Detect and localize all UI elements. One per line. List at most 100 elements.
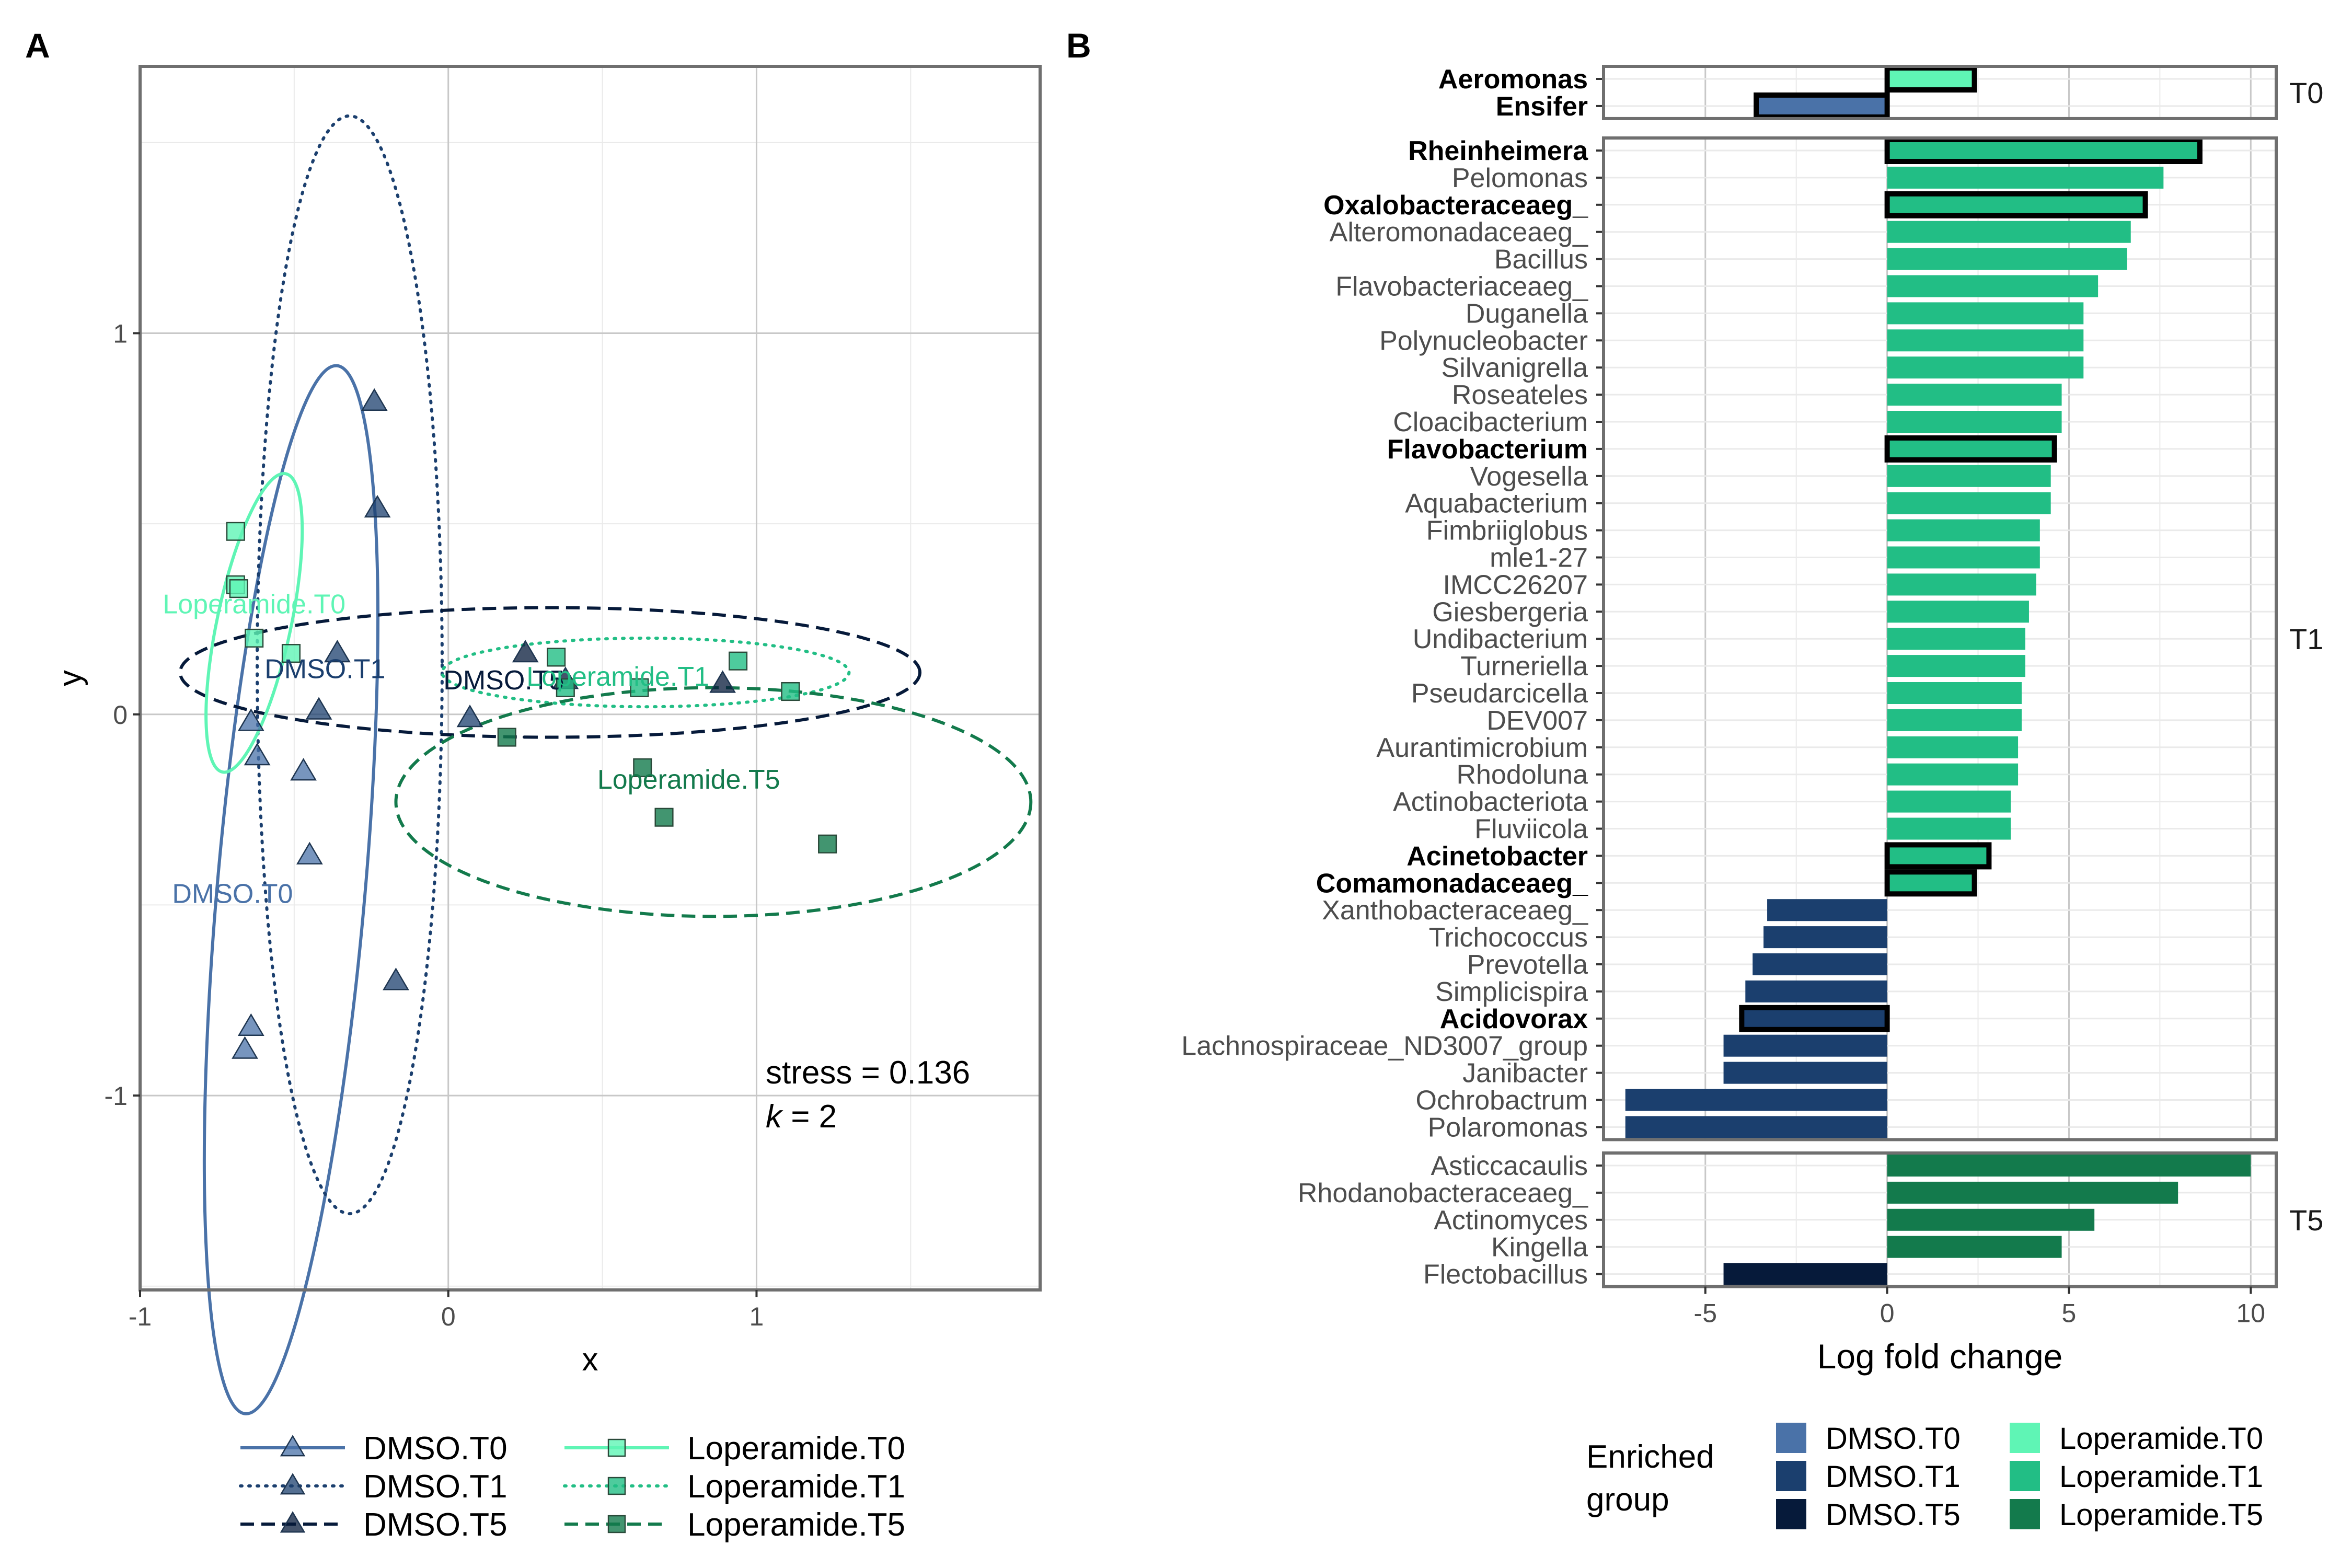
legend-a-marker-dmso-t1 <box>280 1473 306 1495</box>
bar-label-asticcacaulis: Asticcacaulis <box>1431 1151 1588 1181</box>
bar-label-comamonadaceaeg_: Comamonadaceaeg_ <box>1316 868 1588 898</box>
bar-label-acinetobacter: Acinetobacter <box>1406 841 1588 871</box>
ellipse-dmso-t0 <box>202 364 380 1415</box>
bar-actinomyces <box>1887 1208 2095 1231</box>
bar-trichococcus <box>1763 926 1887 949</box>
legend-b-label: Loperamide.T1 <box>2059 1460 2263 1494</box>
point-loperamide-t1 <box>729 651 748 671</box>
bar-janibacter <box>1723 1062 1887 1084</box>
y-tick-label: 1 <box>113 319 128 348</box>
bar-label-ensifer: Ensifer <box>1496 91 1588 122</box>
legend-b-key-loperamide-t5 <box>2010 1499 2040 1529</box>
group-label-dmso-t5: DMSO.T5 <box>443 665 564 696</box>
legend-a-label: DMSO.T5 <box>363 1507 508 1543</box>
bar-label-acidovorax: Acidovorax <box>1440 1004 1588 1034</box>
bar-prevotella <box>1753 953 1887 975</box>
point-dmso-t1 <box>361 388 388 411</box>
bar-label-lachnospiraceae_nd3007_group: Lachnospiraceae_ND3007_group <box>1181 1031 1588 1062</box>
x-axis-label: x <box>582 1342 598 1378</box>
bar-silvanigrella <box>1887 356 2084 379</box>
bar-acinetobacter <box>1884 842 1992 870</box>
point-loperamide-t1 <box>556 678 575 697</box>
point-dmso-t0 <box>290 758 317 781</box>
x-tick-label: -5 <box>1694 1299 1717 1328</box>
bar-label-vogesella: Vogesella <box>1470 462 1588 492</box>
bar-undibacterium <box>1887 628 2025 650</box>
stress-annotation: stress = 0.136 <box>766 1055 970 1091</box>
legend-a-marker-dmso-t5 <box>280 1511 306 1533</box>
bar-label-undibacterium: Undibacterium <box>1413 624 1588 654</box>
point-loperamide-t0 <box>281 644 301 663</box>
legend-b-key-dmso-t5 <box>1776 1499 1806 1529</box>
bar-label-oxalobacteraceaeg_: Oxalobacteraceaeg_ <box>1323 190 1588 221</box>
point-dmso-t0 <box>296 841 323 864</box>
legend-b-title-1: Enriched <box>1586 1439 1714 1475</box>
bar-label-kingella: Kingella <box>1491 1232 1588 1263</box>
bar-label-actinomyces: Actinomyces <box>1434 1205 1588 1236</box>
bar-turneriella <box>1887 655 2025 677</box>
ellipse-loperamide-t0 <box>204 472 304 774</box>
bar-ochrobactrum <box>1625 1089 1887 1111</box>
legend-a-label: Loperamide.T1 <box>687 1469 905 1505</box>
bar-label-cloacibacterium: Cloacibacterium <box>1393 407 1588 437</box>
bar-label-aurantimicrobium: Aurantimicrobium <box>1376 733 1588 763</box>
bar-label-giesbergeria: Giesbergeria <box>1432 597 1588 627</box>
point-loperamide-t0 <box>226 522 245 541</box>
legend-a-label: DMSO.T1 <box>363 1469 508 1505</box>
bar-aquabacterium <box>1887 492 2051 514</box>
point-dmso-t1 <box>305 697 332 720</box>
legend-b-label: DMSO.T0 <box>1826 1422 1961 1456</box>
bar-rhodanobacteraceaeg_ <box>1887 1181 2178 1204</box>
bar-fimbriiglobus <box>1887 519 2040 541</box>
y-axis-label: y <box>52 670 88 686</box>
facet-strip-t1: T1 <box>2289 622 2323 655</box>
legend-b-label: Loperamide.T0 <box>2059 1422 2263 1456</box>
ellipse-dmso-t1 <box>256 114 444 1216</box>
bar-label-flavobacterium: Flavobacterium <box>1387 434 1588 465</box>
bar-kingella <box>1887 1236 2062 1258</box>
legend-b-key-loperamide-t1 <box>2010 1461 2040 1491</box>
facet-strip-t5: T5 <box>2289 1204 2323 1237</box>
bar-ensifer <box>1754 92 1890 120</box>
bar-label-trichococcus: Trichococcus <box>1429 923 1588 953</box>
bar-rhodoluna <box>1887 763 2019 786</box>
bar-label-turneriella: Turneriella <box>1460 651 1588 682</box>
point-dmso-t1 <box>324 640 351 663</box>
bar-label-silvanigrella: Silvanigrella <box>1442 353 1588 383</box>
panel-label-b: B <box>1066 26 1091 65</box>
bar-asticcacaulis <box>1887 1155 2251 1177</box>
point-loperamide-t1 <box>781 682 800 701</box>
ellipse-dmso-t5 <box>178 606 922 739</box>
bar-label-polaromonas: Polaromonas <box>1428 1112 1588 1143</box>
bar-flectobacillus <box>1723 1263 1887 1285</box>
legend-a-label: DMSO.T0 <box>363 1431 508 1467</box>
bar-label-flectobacillus: Flectobacillus <box>1423 1260 1588 1290</box>
group-label-loperamide-t1: Loperamide.T1 <box>526 662 709 692</box>
bar-label-pseudarcicella: Pseudarcicella <box>1411 678 1588 709</box>
bar-pseudarcicella <box>1887 682 2022 704</box>
bar-label-roseateles: Roseateles <box>1452 380 1588 410</box>
bar-aeromonas <box>1884 65 1977 93</box>
bar-duganella <box>1887 302 2084 325</box>
point-dmso-t5 <box>709 670 736 693</box>
panel-label-a: A <box>25 26 50 65</box>
bar-label-prevotella: Prevotella <box>1467 950 1588 980</box>
bar-xanthobacteraceaeg_ <box>1767 899 1887 921</box>
bar-label-xanthobacteraceaeg_: Xanthobacteraceaeg_ <box>1322 895 1588 926</box>
bar-label-duganella: Duganella <box>1466 298 1588 329</box>
bar-label-janibacter: Janibacter <box>1462 1058 1588 1089</box>
legend-a-marker-loperamide-t5 <box>607 1515 626 1534</box>
group-label-loperamide-t0: Loperamide.T0 <box>163 589 345 619</box>
bar-comamonadaceaeg_ <box>1884 869 1977 897</box>
y-tick-label: 0 <box>113 700 128 730</box>
bar-label-simplicispira: Simplicispira <box>1435 977 1588 1007</box>
facet-border-t5 <box>1602 1151 2278 1288</box>
legend-b-key-dmso-t1 <box>1776 1461 1806 1491</box>
bar-pelomonas <box>1887 166 2164 189</box>
point-loperamide-t0 <box>245 628 264 648</box>
point-loperamide-t0 <box>229 579 248 598</box>
bar-bacillus <box>1887 248 2127 270</box>
bar-rheinheimera <box>1884 137 2203 164</box>
point-loperamide-t1 <box>547 648 566 667</box>
legend-a-marker-loperamide-t1 <box>607 1477 626 1495</box>
